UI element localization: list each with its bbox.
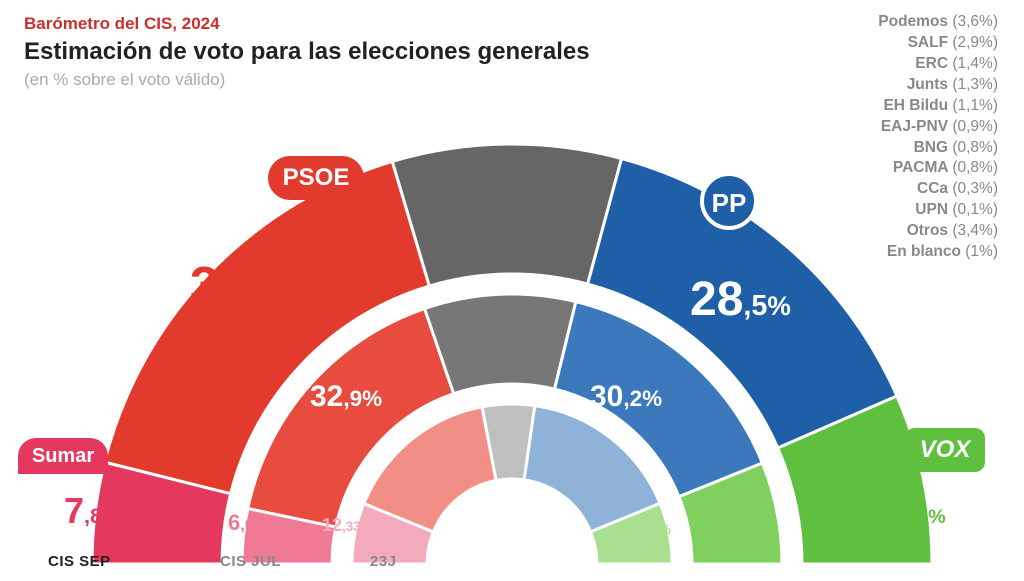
ring-label-middle: CIS JUL [220, 553, 281, 570]
pct-middle-sumar: 6,6% [228, 510, 269, 536]
ring-label-inner: 23J [370, 553, 397, 570]
arc-outer-others [392, 144, 621, 286]
pct-inner-pp: 33,06% [545, 462, 596, 483]
pct-outer-pp: 28,5% [690, 272, 791, 327]
pct-outer-vox: 13,1% [870, 490, 946, 532]
party-badge-vox: VOX [905, 428, 985, 472]
pct-middle-psoe: 32,9% [310, 380, 382, 414]
party-badge-pp: PP [700, 172, 758, 230]
pct-outer-sumar: 7,8% [64, 490, 120, 532]
pct-outer-psoe: 33% [190, 256, 273, 316]
party-badge-sumar: Sumar [18, 438, 108, 474]
arc-middle-others [425, 294, 576, 394]
pct-inner-psoe: 31,68% [388, 462, 439, 483]
pct-inner-vox: 12,38% [620, 518, 671, 539]
ring-label-outer: CIS SEP [48, 553, 111, 570]
party-badge-psoe: PSOE [268, 156, 364, 200]
pct-middle-vox: 12,2% [710, 515, 763, 541]
pct-inner-sumar: 12,33% [322, 515, 373, 536]
pct-middle-pp: 30,2% [590, 380, 662, 414]
